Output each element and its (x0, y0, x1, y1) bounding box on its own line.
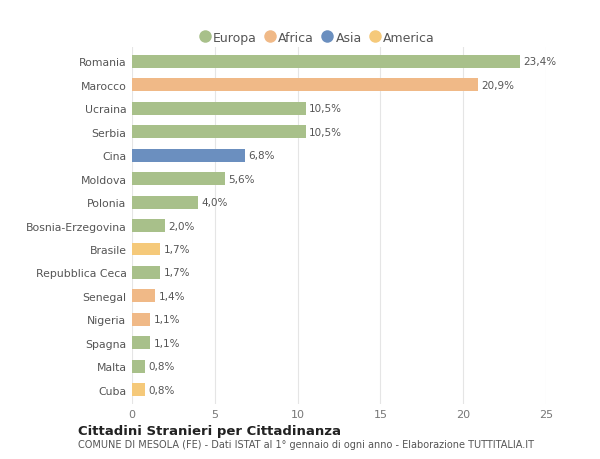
Bar (132, 243, 160, 256)
Text: Cittadini Stranieri per Cittadinanza: Cittadini Stranieri per Cittadinanza (78, 424, 341, 437)
Bar (132, 313, 150, 326)
Text: 0,8%: 0,8% (149, 362, 175, 371)
Text: 23,4%: 23,4% (523, 57, 556, 67)
Text: COMUNE DI MESOLA (FE) - Dati ISTAT al 1° gennaio di ogni anno - Elaborazione TUT: COMUNE DI MESOLA (FE) - Dati ISTAT al 1°… (78, 440, 534, 449)
Bar (132, 103, 306, 116)
Bar (132, 219, 165, 233)
Bar (132, 79, 478, 92)
Text: 1,4%: 1,4% (158, 291, 185, 301)
Bar (132, 150, 245, 162)
Bar (132, 126, 306, 139)
Text: 0,8%: 0,8% (149, 385, 175, 395)
Text: 2,0%: 2,0% (169, 221, 195, 231)
Text: 20,9%: 20,9% (481, 81, 514, 90)
Bar (132, 266, 160, 279)
Text: 1,1%: 1,1% (154, 338, 180, 348)
Text: 4,0%: 4,0% (202, 198, 228, 207)
Text: 1,7%: 1,7% (163, 268, 190, 278)
Text: 1,7%: 1,7% (163, 245, 190, 254)
Bar (132, 336, 150, 349)
Text: 10,5%: 10,5% (309, 104, 342, 114)
Text: 5,6%: 5,6% (228, 174, 254, 184)
Text: 10,5%: 10,5% (309, 128, 342, 137)
Bar (132, 173, 225, 186)
Text: 6,8%: 6,8% (248, 151, 274, 161)
Legend: Europa, Africa, Asia, America: Europa, Africa, Asia, America (198, 28, 439, 48)
Bar (132, 360, 145, 373)
Text: 1,1%: 1,1% (154, 315, 180, 325)
Bar (132, 290, 155, 302)
Bar (132, 56, 520, 69)
Bar (132, 383, 145, 396)
Bar (132, 196, 198, 209)
